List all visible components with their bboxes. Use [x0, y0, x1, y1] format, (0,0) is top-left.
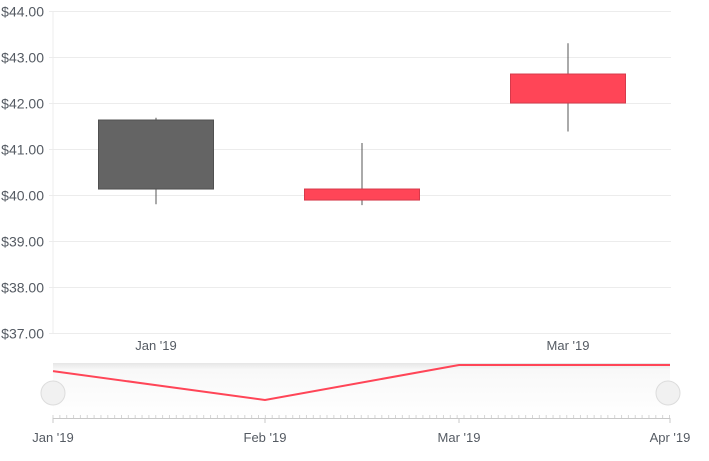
y-tick-label: $41.00 [1, 142, 44, 158]
y-tick-label: $39.00 [1, 234, 44, 250]
y-tick-label: $42.00 [1, 96, 44, 112]
x-tick-label: Jan '19 [135, 338, 177, 353]
navigator-x-label: Feb '19 [244, 430, 287, 445]
y-tick-label: $38.00 [1, 280, 44, 296]
y-tick-label: $43.00 [1, 50, 44, 66]
candle-body [98, 119, 214, 190]
y-tick-label: $40.00 [1, 188, 44, 204]
navigator-right-handle[interactable] [655, 380, 681, 406]
navigator-line [52, 364, 670, 402]
candle[interactable] [304, 143, 420, 206]
navigator-background [53, 363, 670, 418]
navigator-x-label: Mar '19 [438, 430, 481, 445]
y-axis: $44.00 $43.00 $42.00 $41.00 $40.00 $39.00 $38.… [1, 4, 44, 342]
candle-body [510, 73, 626, 104]
candle-body [304, 188, 420, 201]
navigator-x-label: Jan '19 [32, 430, 74, 445]
candle[interactable] [98, 117, 214, 205]
y-tick-label: $37.00 [1, 326, 44, 342]
navigator-x-label: Apr '19 [650, 430, 691, 445]
candle[interactable] [510, 43, 626, 132]
x-tick-label: Mar '19 [547, 338, 590, 353]
candles [98, 43, 626, 206]
navigator-left-handle[interactable] [40, 380, 66, 406]
x-axis: Jan '19 Mar '19 [135, 338, 589, 353]
range-navigator[interactable]: Jan '19 Feb '19 Mar '19 Apr '19 [32, 363, 690, 445]
y-tick-label: $44.00 [1, 4, 44, 20]
